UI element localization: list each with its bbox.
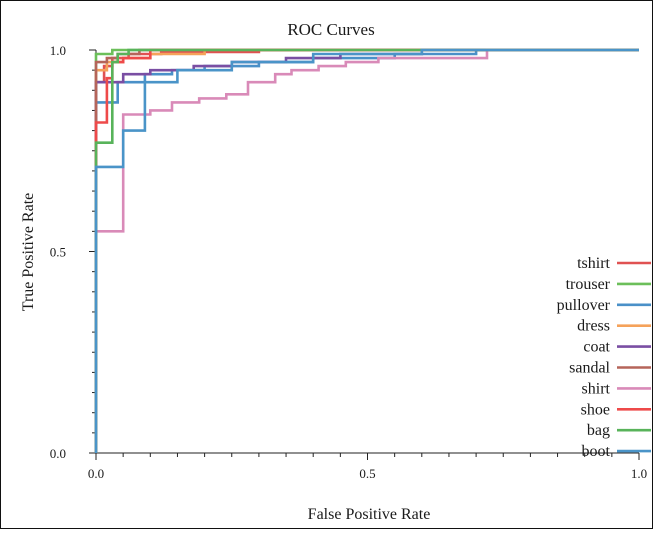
legend-label-coat: coat	[583, 339, 610, 356]
legend-label-dress: dress	[577, 318, 610, 335]
roc-curve-shoe	[94, 48, 639, 453]
roc-curve-boot	[94, 48, 639, 453]
y-tick-label: 0.5	[50, 245, 66, 260]
chart-title: ROC Curves	[287, 20, 374, 39]
legend-label-trouser: trouser	[566, 276, 611, 293]
roc-curve-bag	[94, 48, 639, 453]
x-tick-label: 1.0	[631, 466, 647, 481]
y-axis-label: True Positive Rate	[20, 193, 37, 312]
legend-label-shoe: shoe	[581, 401, 610, 418]
roc-curve-sandal	[94, 48, 639, 453]
roc-curve-coat	[94, 48, 639, 453]
legend-label-sandal: sandal	[569, 360, 610, 377]
y-tick-label: 0.0	[50, 446, 66, 461]
roc-curve-trouser	[94, 48, 639, 453]
legend-label-boot: boot	[582, 443, 611, 460]
roc-curve-tshirt	[94, 48, 639, 453]
x-tick-label: 0.0	[88, 466, 104, 481]
legend: tshirt trouser pullover dress coat sandal shir…	[557, 255, 651, 460]
roc-curve-dress	[94, 48, 639, 453]
axes: 0.0 0.5 1.0 0.0 0.5 1.0	[50, 43, 647, 481]
roc-curves	[94, 48, 639, 453]
x-tick-label: 0.5	[359, 466, 375, 481]
roc-curve-shirt	[94, 48, 639, 453]
y-tick-label: 1.0	[50, 43, 66, 58]
legend-label-pullover: pullover	[557, 297, 611, 314]
legend-label-bag: bag	[587, 422, 610, 439]
legend-label-shirt: shirt	[582, 380, 611, 397]
legend-label-tshirt: tshirt	[577, 255, 610, 272]
roc-curve-pullover	[94, 48, 639, 453]
x-axis-label: False Positive Rate	[308, 506, 431, 523]
